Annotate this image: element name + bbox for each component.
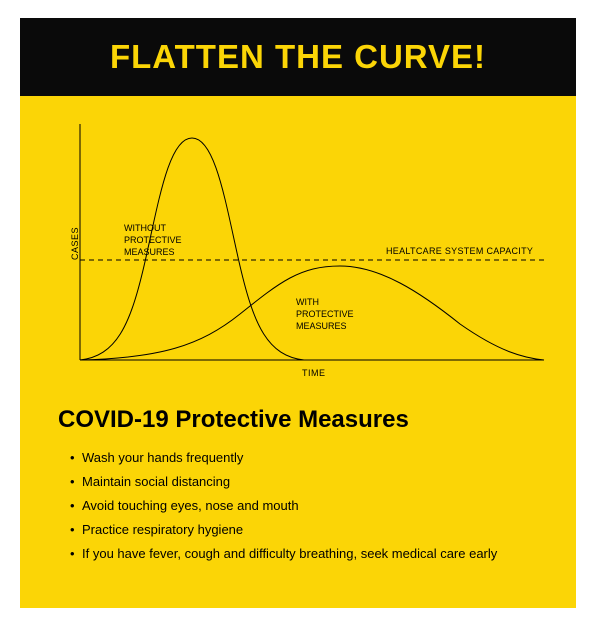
- header-bar: FLATTEN THE CURVE!: [20, 18, 576, 96]
- poster: FLATTEN THE CURVE! CASES TIME WITHOUT PR…: [20, 18, 576, 608]
- curve-with-label: WITH PROTECTIVE MEASURES: [296, 296, 354, 332]
- capacity-label: HEALTCARE SYSTEM CAPACITY: [386, 246, 533, 256]
- measures-item: Practice respiratory hygiene: [70, 518, 538, 542]
- measures-section: COVID-19 Protective Measures Wash your h…: [20, 388, 576, 566]
- measures-list: Wash your hands frequentlyMaintain socia…: [58, 446, 538, 566]
- chart-area: CASES TIME WITHOUT PROTECTIVE MEASURES W…: [20, 96, 576, 388]
- measures-title: COVID-19 Protective Measures: [58, 406, 538, 434]
- x-axis-label: TIME: [302, 368, 326, 378]
- header-title: FLATTEN THE CURVE!: [110, 38, 486, 76]
- curve-without-label: WITHOUT PROTECTIVE MEASURES: [124, 222, 182, 258]
- measures-item: Wash your hands frequently: [70, 446, 538, 470]
- y-axis-label: CASES: [70, 227, 80, 260]
- measures-item: Maintain social distancing: [70, 470, 538, 494]
- measures-item: Avoid touching eyes, nose and mouth: [70, 494, 538, 518]
- curve-without: [80, 138, 304, 360]
- chart-svg: [20, 96, 576, 388]
- measures-item: If you have fever, cough and difficulty …: [70, 542, 538, 566]
